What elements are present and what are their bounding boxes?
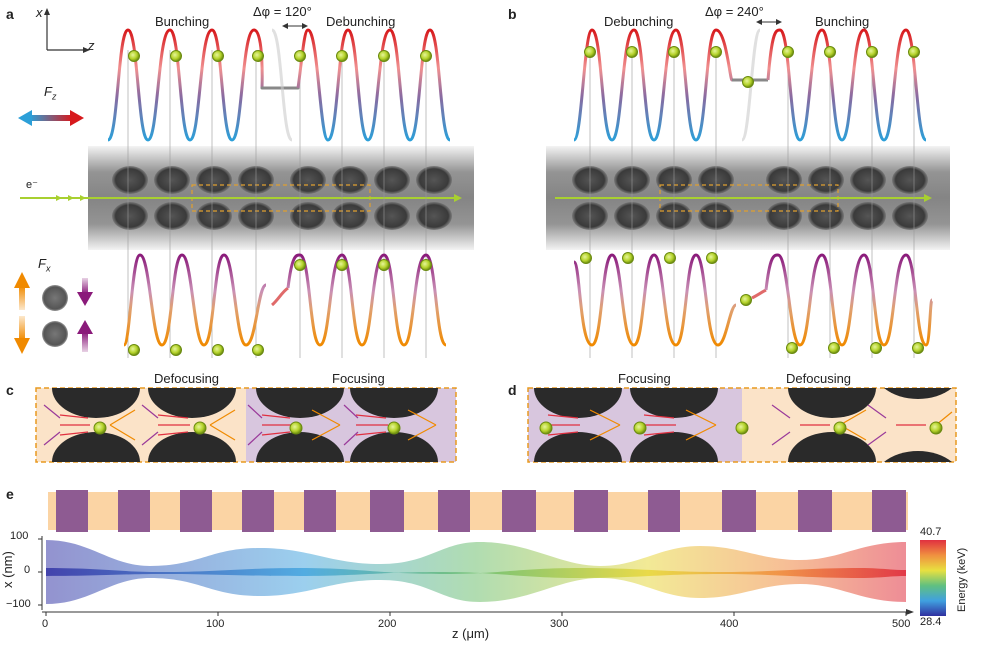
e-ytick-100: 100 (10, 530, 29, 542)
panel-b-guides (589, 50, 915, 358)
e-xtick-400: 400 (720, 618, 739, 630)
b-phase-arrow-icon (756, 19, 782, 25)
panel-e-plot (38, 536, 914, 616)
axis-z-label: z (88, 38, 95, 53)
electron-label: e⁻ (26, 179, 38, 191)
a-phase-label: Δφ = 120° (253, 4, 312, 19)
a-bunching-label: Bunching (155, 14, 210, 29)
panel-a-guides (127, 50, 427, 358)
panel-b-top-electrons (584, 46, 920, 88)
e-xlabel: z (μm) (452, 626, 490, 641)
b-debunching-label: Debunching (604, 14, 674, 29)
colorbar-min: 28.4 (920, 616, 942, 628)
e-xtick-100: 100 (206, 618, 225, 630)
panel-label-d: d (508, 382, 517, 398)
e-xtick-0: 0 (42, 618, 49, 630)
d-defocusing-label: Defocusing (786, 371, 852, 386)
panel-label-a: a (6, 6, 14, 22)
panel-b-bottom-wave (572, 253, 934, 347)
panel-a-bottom-wave (122, 253, 448, 347)
panel-a-top-electrons (128, 50, 432, 62)
force-z-label: Fz (44, 84, 57, 102)
b-phase-label: Δφ = 240° (705, 4, 764, 19)
c-defocusing-label: Defocusing (154, 371, 220, 386)
force-x-arrows-icon (14, 272, 93, 354)
colorbar-max: 40.7 (920, 526, 942, 538)
axis-x-label: x (36, 5, 43, 20)
e-xtick-300: 300 (550, 618, 569, 630)
panel-a-bottom-electrons (128, 259, 432, 356)
panel-d-box (527, 387, 957, 463)
b-bunching-label: Bunching (815, 14, 870, 29)
d-focusing-label: Focusing (618, 371, 671, 386)
e-ytick-0: 0 (24, 564, 31, 576)
panel-e-structure-bar (48, 490, 908, 532)
energy-colorbar (920, 540, 946, 616)
e-ytick-neg100: −100 (6, 598, 31, 610)
panel-b-structure (546, 146, 950, 250)
force-z-arrow-icon (18, 110, 84, 126)
axes-icon (44, 8, 90, 53)
panel-c-box (35, 387, 457, 463)
panel-a-top-wave (106, 28, 452, 142)
panel-label-e: e (6, 486, 14, 502)
a-debunching-label: Debunching (326, 14, 396, 29)
e-xtick-500: 500 (892, 618, 911, 630)
a-phase-arrow-icon (282, 23, 308, 29)
panel-a-structure (20, 146, 474, 250)
force-x-label: Fx (38, 256, 51, 274)
c-focusing-label: Focusing (332, 371, 385, 386)
panel-b-bottom-electrons (580, 252, 924, 354)
panel-label-b: b (508, 6, 517, 22)
e-xtick-200: 200 (378, 618, 397, 630)
panel-label-c: c (6, 382, 14, 398)
